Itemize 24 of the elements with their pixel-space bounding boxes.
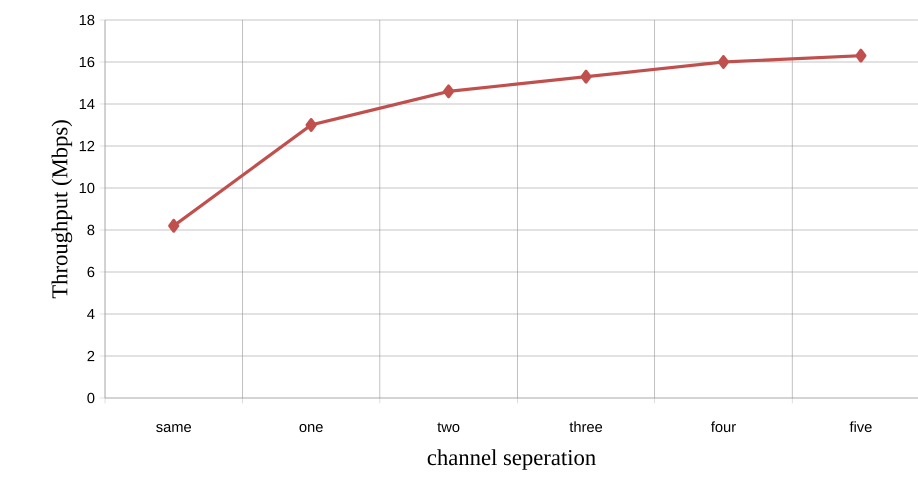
point	[168, 218, 180, 233]
y-tick-label: 12	[80, 140, 94, 152]
y-tick-label: 0	[87, 392, 94, 404]
x-axis-title: channel seperation	[428, 449, 596, 470]
y-axis-title: Throughput (Mbps)	[52, 120, 72, 298]
y-tick-label: 4	[87, 308, 95, 320]
x-tick-label: three	[570, 421, 602, 432]
point	[580, 70, 592, 84]
y-tick-label: 16	[80, 56, 94, 68]
y-tick-label: 6	[88, 266, 94, 278]
y-tick-label: 14	[80, 98, 95, 110]
y-tick-label: 18	[80, 14, 94, 26]
x-tick-label: two	[437, 422, 460, 432]
x-tick-label: five	[850, 421, 872, 432]
point	[306, 118, 317, 132]
y-tick-label: 8	[87, 224, 94, 236]
y-tick-label: 2	[88, 350, 94, 362]
point	[718, 55, 730, 69]
x-tick-label: four	[711, 421, 736, 432]
x-tick-label: same	[156, 424, 192, 432]
point	[855, 48, 866, 63]
y-tick-label: 10	[80, 182, 94, 194]
point	[442, 84, 454, 98]
x-tick-label: one	[300, 424, 323, 432]
